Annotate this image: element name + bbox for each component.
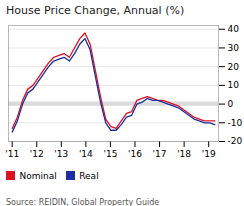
svg-text:'12: '12 (30, 149, 44, 159)
svg-text:'16: '16 (128, 149, 142, 159)
svg-text:'11: '11 (5, 149, 19, 159)
svg-text:'17: '17 (153, 149, 167, 159)
svg-text:20: 20 (228, 62, 240, 72)
svg-text:-10: -10 (228, 118, 243, 128)
svg-text:-20: -20 (228, 136, 243, 146)
svg-text:10: 10 (228, 80, 240, 90)
svg-text:'15: '15 (103, 149, 117, 159)
html-text:Nominal: Nominal (19, 170, 57, 181)
html-text:House Price Change, Annual (%): House Price Change, Annual (%) (6, 4, 185, 17)
html-text:Real: Real (79, 170, 99, 181)
svg-text:'14: '14 (79, 149, 93, 159)
svg-text:0: 0 (228, 99, 234, 109)
svg-text:40: 40 (228, 24, 240, 34)
html-text:Source: REIDIN, Global Propert: Source: REIDIN, Global Property Guide (6, 197, 160, 206)
svg-text:'19: '19 (202, 149, 216, 159)
svg-text:30: 30 (228, 43, 240, 53)
svg-text:'18: '18 (177, 149, 191, 159)
svg-text:'13: '13 (54, 149, 68, 159)
